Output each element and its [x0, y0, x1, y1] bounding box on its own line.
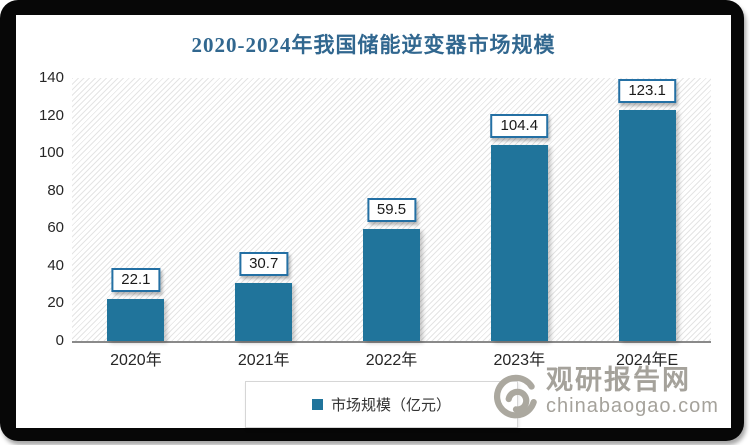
x-tick-label: 2023年: [493, 352, 546, 369]
value-label: 30.7: [239, 252, 289, 276]
bar: [363, 229, 420, 341]
bar: [618, 110, 676, 341]
y-tick-label: 120: [38, 106, 64, 124]
bar: [490, 145, 548, 341]
bar: [107, 299, 165, 341]
legend: 市场规模（亿元）: [245, 381, 518, 428]
y-tick-label: 0: [55, 332, 64, 349]
bar: [235, 283, 293, 341]
x-tick-label: 2022年: [365, 352, 418, 369]
watermark-text: 观研报告网 chinabaogao.com: [546, 361, 719, 417]
value-label: 59.5: [366, 198, 417, 222]
watermark-domain: chinabaogao.com: [546, 395, 719, 417]
y-tick-label: 60: [47, 219, 64, 237]
legend-swatch: [311, 399, 323, 410]
legend-label: 市场规模（亿元）: [330, 397, 451, 414]
y-axis: 0 20 40 60 80 100 120 140: [16, 69, 64, 349]
chart-canvas: 2020-2024年我国储能逆变器市场规模 0 20 40 60 80 100 120 140…: [16, 15, 731, 428]
value-label: 104.4: [490, 114, 549, 138]
x-tick-label: 2020年: [110, 352, 162, 369]
x-axis: 2020年 2021年 2022年 2023年 2024年E: [72, 350, 711, 372]
watermark-brand: 观研报告网: [546, 365, 691, 395]
chart-title: 2020-2024年我国储能逆变器市场规模: [191, 33, 556, 57]
watermark-logo-icon: [493, 374, 537, 419]
y-tick-label: 40: [47, 256, 64, 274]
x-tick-label: 2021年: [237, 352, 290, 369]
watermark: 观研报告网 chinabaogao.com: [490, 361, 719, 425]
value-label: 22.1: [111, 268, 161, 292]
value-label: 123.1: [618, 79, 676, 103]
y-tick-label: 100: [38, 144, 64, 162]
x-tick-label: 2024年E: [615, 352, 679, 369]
y-tick-label: 140: [38, 69, 64, 86]
y-tick-label: 80: [47, 181, 64, 199]
plot-area: 22.1 30.7 59.5 104.4 123.1: [72, 78, 711, 343]
y-tick-label: 20: [47, 294, 64, 312]
